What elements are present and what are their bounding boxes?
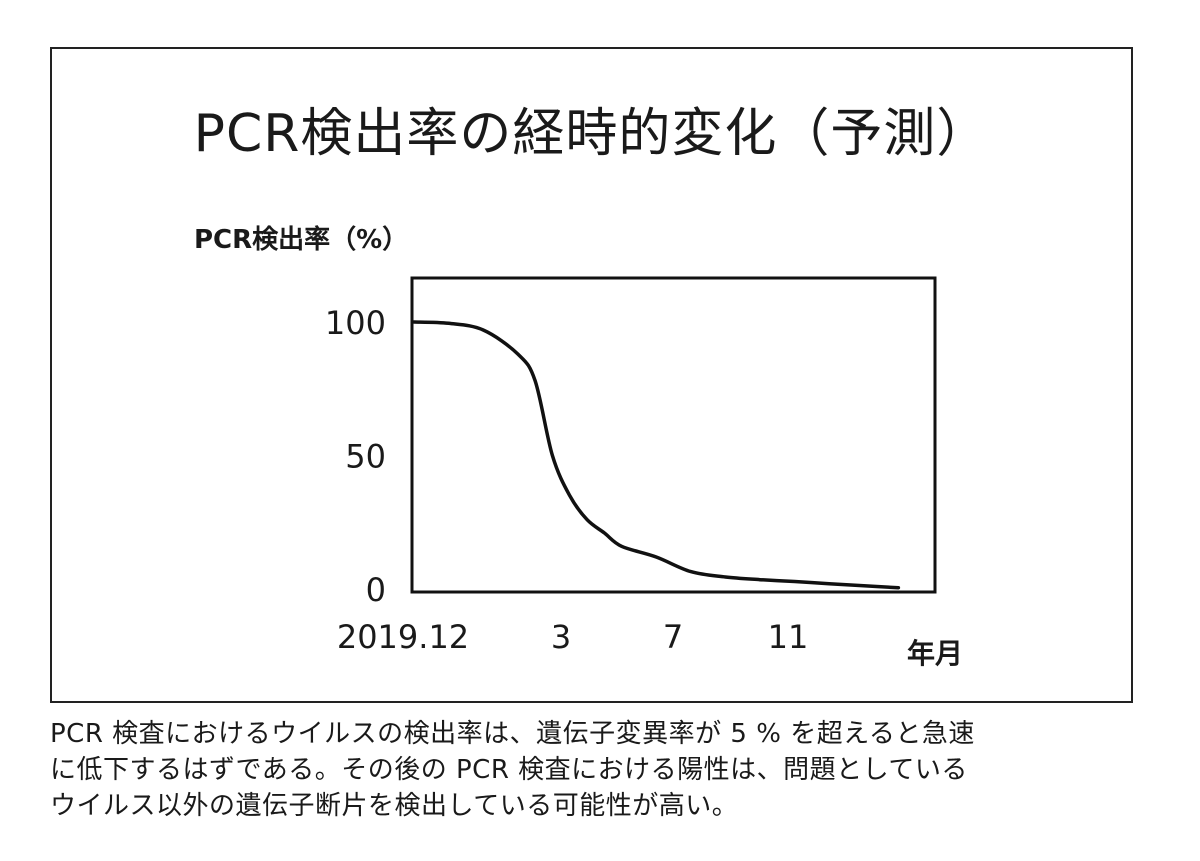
caption-line: PCR 検査におけるウイルスの検出率は、遺伝子変異率が 5 % を超えると急速 <box>50 719 975 749</box>
x-tick-label: 3 <box>551 618 571 656</box>
x-tick-label: 11 <box>768 618 809 656</box>
series-line <box>412 320 901 590</box>
x-axis-label: 年月 <box>907 637 964 670</box>
caption-line: に低下するはずである。その後の PCR 検査における陽性は、問題としている <box>50 755 968 785</box>
figure-frame: PCR検出率の経時的変化（予測） PCR検出率（%） 年月 <box>50 47 1133 703</box>
caption: PCR 検査におけるウイルスの検出率は、遺伝子変異率が 5 % を超えると急速 … <box>50 716 1150 824</box>
x-ticks: 2019.12 3 7 11 <box>337 618 809 656</box>
y-axis-label: PCR検出率（%） <box>194 225 409 255</box>
y-tick-label: 100 <box>325 304 386 342</box>
plot-area <box>410 276 937 594</box>
chart-title: PCR検出率の経時的変化（予測） <box>193 104 990 164</box>
y-ticks: 100 50 0 <box>325 304 386 609</box>
x-tick-label: 2019.12 <box>337 618 469 656</box>
caption-line: ウイルス以外の遺伝子断片を検出している可能性が高い。 <box>50 791 739 821</box>
y-tick-label: 50 <box>345 438 386 476</box>
x-tick-label: 7 <box>663 618 683 656</box>
y-tick-label: 0 <box>366 571 386 609</box>
